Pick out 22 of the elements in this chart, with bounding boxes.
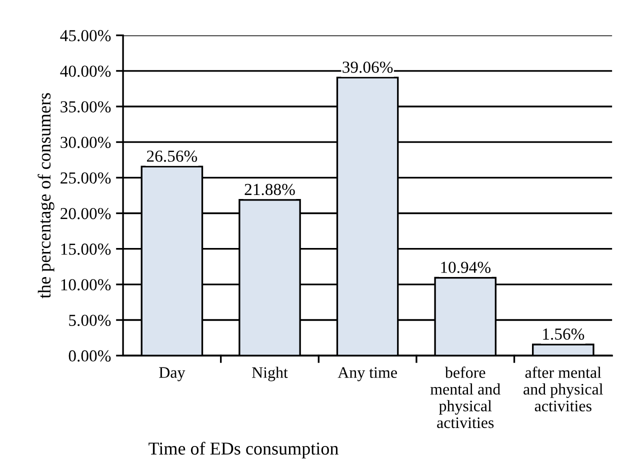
- y-tick-label: 10.00%: [61, 279, 111, 290]
- y-tick-label: 15.00%: [61, 244, 111, 255]
- y-tick-label: 25.00%: [60, 172, 111, 184]
- y-tick-label: 30.00%: [60, 136, 111, 148]
- data-label: 39.06%: [342, 62, 393, 73]
- y-tick-label: 40.00%: [60, 66, 111, 77]
- y-tick-label: 45.00%: [60, 30, 111, 42]
- data-label: 26.56%: [146, 150, 198, 162]
- x-tick-label: after mental and physical activities: [524, 366, 603, 412]
- y-tick-label: 35.00%: [60, 101, 111, 113]
- y-tick-label: 5.00%: [69, 314, 111, 326]
- y-tick-label: 0.00%: [68, 350, 111, 362]
- data-label: 10.94%: [441, 262, 490, 274]
- data-label: 21.88%: [244, 184, 295, 196]
- x-axis-title: Time of EDs consumption: [148, 442, 338, 458]
- x-tick-label: before mental and physical activities: [430, 366, 500, 428]
- y-axis-title: the percentage of consumers: [38, 93, 54, 298]
- x-tick-label: Day: [159, 367, 186, 382]
- y-tick-label: 20.00%: [60, 208, 111, 220]
- x-tick-label: Night: [252, 366, 288, 382]
- x-tick-label: Any time: [338, 367, 397, 382]
- data-label: 1.56%: [543, 328, 584, 340]
